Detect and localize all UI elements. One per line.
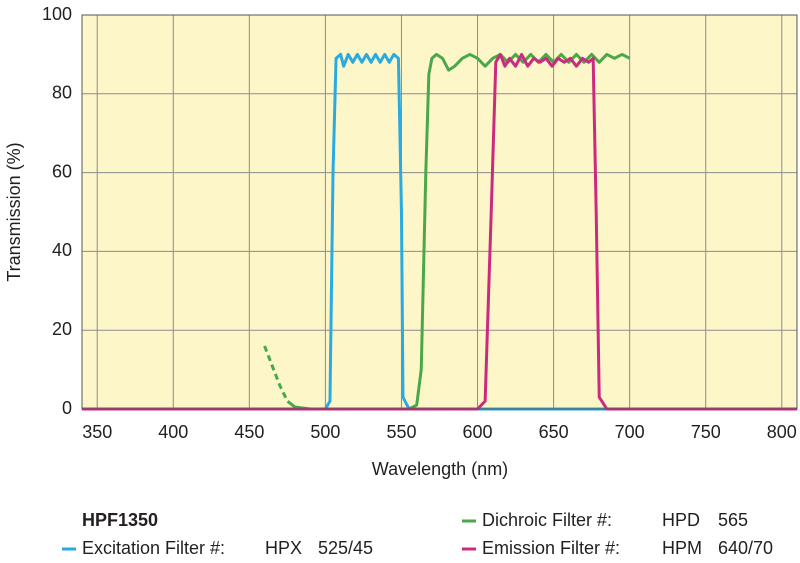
x-axis-title: Wavelength (nm) — [372, 459, 508, 479]
legend-title: HPF1350 — [82, 510, 158, 530]
x-tick-label: 600 — [463, 422, 493, 442]
y-tick-label: 100 — [42, 4, 72, 24]
plot-area — [82, 15, 797, 409]
legend-spec: 565 — [718, 510, 748, 530]
x-tick-label: 400 — [158, 422, 188, 442]
y-tick-label: 60 — [52, 161, 72, 181]
y-tick-label: 20 — [52, 319, 72, 339]
y-tick-label: 40 — [52, 240, 72, 260]
x-tick-label: 750 — [691, 422, 721, 442]
series-line — [82, 52, 797, 411]
y-tick-label: 0 — [62, 398, 72, 418]
x-tick-label: 700 — [615, 422, 645, 442]
x-tick-label: 550 — [386, 422, 416, 442]
x-tick-label: 800 — [767, 422, 797, 442]
legend-spec: 525/45 — [318, 538, 373, 558]
y-tick-label: 80 — [52, 83, 72, 103]
x-tick-label: 500 — [310, 422, 340, 442]
legend-label: Dichroic Filter #: — [482, 510, 612, 530]
series-line — [82, 52, 797, 411]
legend-label: Emission Filter #: — [482, 538, 620, 558]
legend-label: Excitation Filter #: — [82, 538, 225, 558]
x-tick-label: 650 — [539, 422, 569, 442]
legend-part: HPM — [662, 538, 702, 558]
x-tick-label: 350 — [82, 422, 112, 442]
plot-frame — [81, 14, 798, 410]
legend-part: HPX — [265, 538, 302, 558]
legend-spec: 640/70 — [718, 538, 773, 558]
x-tick-label: 450 — [234, 422, 264, 442]
legend-part: HPD — [662, 510, 700, 530]
y-axis-title: Transmission (%) — [4, 142, 24, 281]
